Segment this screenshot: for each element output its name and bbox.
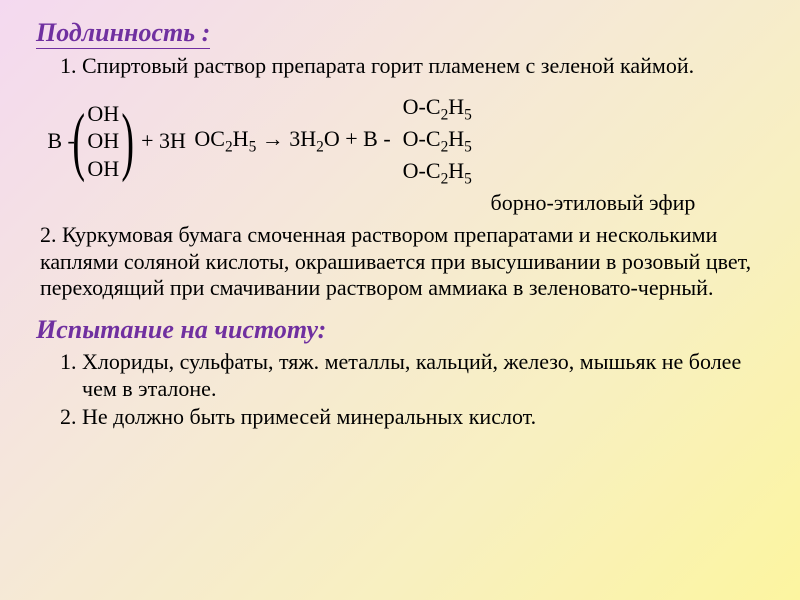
eq-oh2: OH (87, 128, 119, 153)
purity-list: Хлориды, сульфаты, тяж. металлы, кальций… (82, 349, 770, 430)
eq-oh1: OH (87, 100, 119, 128)
list-item-1: Спиртовый раствор препарата горит пламен… (82, 53, 770, 79)
h2o: 3H (289, 126, 316, 151)
oc: OC (194, 126, 225, 151)
plusB: + B - (345, 126, 390, 151)
oc2h5-2: O-C (403, 126, 441, 151)
item2-text: 2. Куркумовая бумага смоченная раствором… (40, 222, 770, 301)
sub5: 5 (249, 138, 257, 155)
o: O (324, 126, 340, 151)
item2-body: Куркумовая бумага смоченная раствором пр… (40, 222, 751, 300)
eq-oh3: OH (87, 155, 119, 183)
eq-plus3h: + 3H (141, 127, 186, 155)
eq-B: B - (47, 127, 75, 155)
oc2h5-3: O-C (403, 158, 441, 183)
item2-num: 2. (40, 222, 57, 247)
sub2: 2 (225, 138, 233, 155)
middle-part: OC2H5 → 3H2O + B - (188, 126, 396, 156)
title-text: Подлинность : (36, 18, 210, 49)
section-title-purity: Испытание на чистоту: (36, 315, 770, 345)
purity-item-2: Не должно быть примесей минеральных кисл… (82, 404, 770, 430)
authenticity-list: Спиртовый раствор препарата горит пламен… (82, 53, 770, 79)
title-text-2: Испытание на чистоту: (36, 315, 326, 344)
section-title-authenticity: Подлинность : (36, 18, 770, 49)
right-matrix-col: O-C2H5 O-C2H5 O-C2H5 (403, 93, 472, 188)
arrow: → (262, 126, 284, 151)
oc2h5-1: O-C (403, 94, 441, 119)
purity-item-1: Хлориды, сульфаты, тяж. металлы, кальций… (82, 349, 770, 402)
bracket-close-left: ) (121, 107, 134, 175)
chemical-equation: ( OH B - OH + 3H OH ) OC2H5 → 3H2O + B -… (66, 93, 770, 216)
left-matrix-col: OH B - OH + 3H OH (87, 100, 119, 183)
product-name: борно-этиловый эфир (416, 190, 770, 216)
